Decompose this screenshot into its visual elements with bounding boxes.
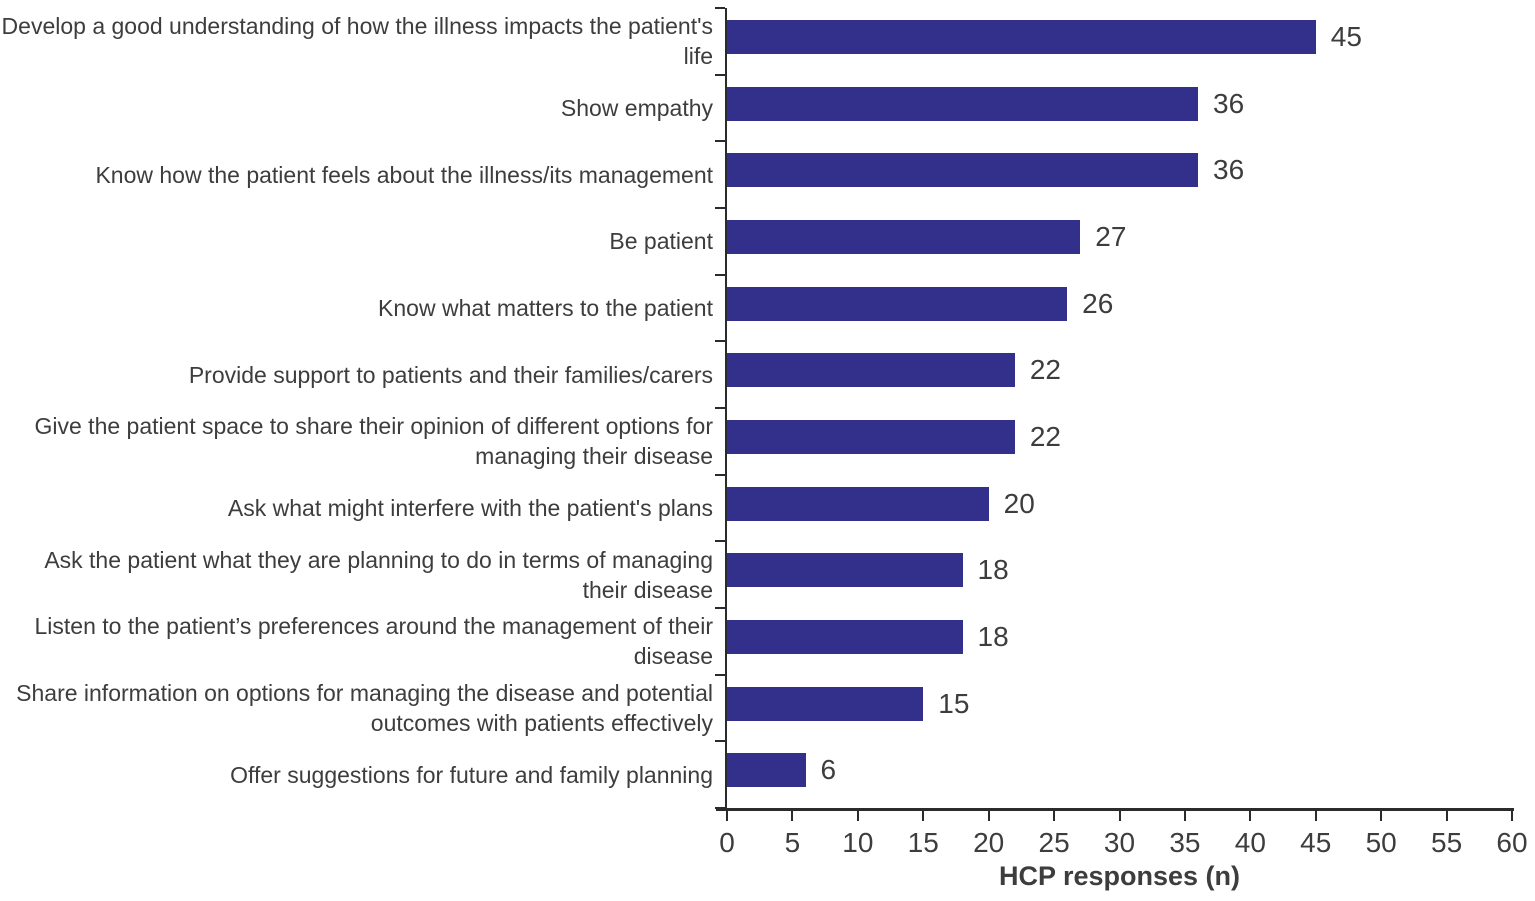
bar-value-label: 26: [1082, 287, 1114, 319]
y-tick: [715, 540, 725, 543]
bar: [727, 486, 989, 521]
x-tick-label: 35: [1169, 827, 1201, 858]
bar-value-label: 18: [977, 621, 1009, 652]
y-tick: [715, 673, 725, 676]
category-label: Provide support to patients and their fa…: [188, 361, 713, 388]
x-tick-label: 25: [1038, 827, 1070, 858]
category-label: Develop a good understanding of how the …: [1, 13, 713, 70]
x-tick-label: 15: [907, 827, 939, 858]
bar: [727, 753, 806, 788]
x-tick-label: 5: [784, 827, 801, 858]
bar: [727, 353, 1015, 388]
x-tick: [987, 811, 990, 821]
category-label: Share information on options for managin…: [16, 679, 713, 736]
bar: [727, 20, 1316, 54]
category-label: Give the patient space to share their op…: [34, 413, 714, 470]
bar-value-label: 27: [1095, 221, 1127, 252]
bar-value-label: 22: [1029, 421, 1061, 452]
category-label: Be patient: [609, 228, 713, 255]
category-label: Ask what might interfere with the patien…: [227, 494, 713, 521]
x-tick-label: 60: [1496, 827, 1528, 858]
bar: [727, 620, 963, 654]
category-label: Know what matters to the patient: [378, 294, 713, 321]
bar-value-label: 45: [1330, 21, 1362, 52]
y-tick: [715, 473, 725, 476]
x-tick-label: 50: [1365, 827, 1397, 858]
x-tick-label: 40: [1234, 827, 1266, 858]
bar: [727, 686, 924, 721]
y-tick: [715, 807, 725, 809]
x-tick-label: 30: [1103, 827, 1136, 858]
bar-value-label: 6: [820, 754, 837, 786]
category-label: Listen to the patient’s preferences arou…: [34, 613, 713, 670]
bar-value-label: 20: [1003, 487, 1035, 519]
bar-value-label: 36: [1213, 154, 1245, 186]
x-tick-label: 10: [842, 827, 874, 858]
x-tick: [1445, 811, 1448, 821]
x-tick: [1118, 811, 1121, 821]
x-axis-line: [716, 808, 1514, 811]
x-tick: [1249, 811, 1252, 821]
x-tick-label: 20: [973, 827, 1005, 858]
y-tick: [715, 740, 725, 743]
x-tick: [1183, 811, 1186, 821]
x-tick: [726, 811, 728, 821]
x-tick: [1053, 811, 1056, 821]
category-label: Know how the patient feels about the ill…: [95, 161, 713, 188]
y-tick: [715, 407, 725, 409]
x-axis-title: HCP responses (n): [998, 861, 1241, 891]
y-axis-line: [725, 8, 727, 810]
bar: [727, 220, 1081, 254]
y-tick: [715, 140, 725, 143]
bar: [727, 553, 963, 588]
x-tick-label: 45: [1300, 827, 1332, 858]
x-tick-label: 55: [1431, 827, 1463, 858]
y-tick: [715, 73, 725, 76]
y-tick: [715, 607, 725, 609]
x-tick: [1314, 811, 1317, 821]
category-label: Ask the patient what they are planning t…: [44, 546, 713, 603]
y-tick: [715, 340, 725, 343]
y-tick: [715, 207, 725, 209]
y-tick: [715, 273, 725, 276]
x-tick: [922, 811, 925, 821]
x-tick: [856, 811, 859, 821]
x-tick-label: 0: [719, 827, 735, 858]
x-tick: [1380, 811, 1383, 821]
bar: [727, 420, 1015, 454]
bar: [727, 153, 1198, 188]
bar: [727, 86, 1198, 121]
bar-value-label: 22: [1029, 354, 1061, 386]
category-label: Offer suggestions for future and family …: [230, 761, 713, 788]
y-tick: [715, 7, 725, 9]
x-tick: [1511, 811, 1513, 821]
bar-value-label: 15: [938, 687, 970, 719]
category-label: Show empathy: [560, 94, 713, 121]
bar-value-label: 36: [1213, 87, 1245, 119]
bar: [727, 286, 1068, 321]
bar-value-label: 18: [977, 554, 1009, 586]
x-tick: [791, 811, 794, 821]
